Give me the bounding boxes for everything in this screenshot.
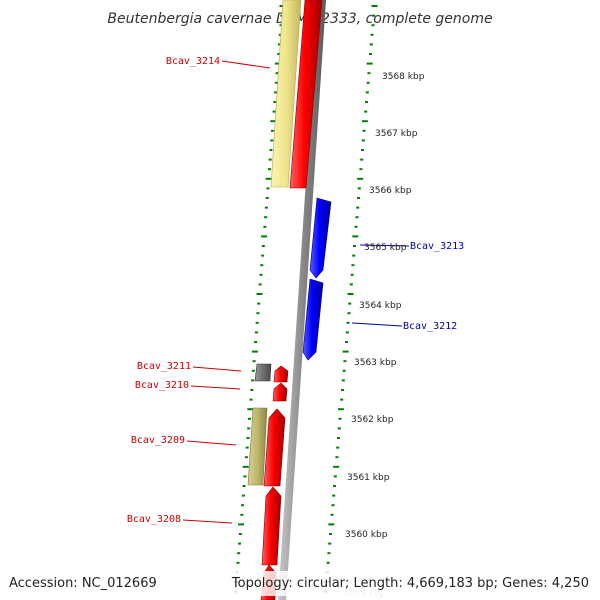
kbp-scale: 3568 kbp 3567 kbp 3566 kbp 3565 kbp 3564… [343,72,425,598]
gene-bcav-3209 [263,408,286,487]
map-title: Beutenbergia cavernae DSM 12333, complet… [107,11,492,27]
label-bcav-3209[interactable]: Bcav_3209 [131,435,237,446]
label-bcav-3208-leader [182,519,233,524]
label-bcav-3210[interactable]: Bcav_3210 [135,380,241,391]
gc-track-left [233,5,286,593]
kbp-label-3567: 3567 kbp [375,129,418,139]
kbp-label-3566: 3566 kbp [369,186,412,196]
label-bcav-3212-text: Bcav_3212 [403,321,457,332]
gene-bcav-3213 [309,197,332,279]
gene-bcav-3208 [261,486,282,566]
label-bcav-3214[interactable]: Bcav_3214 [166,56,271,69]
gene-bcav-3209-cds [247,407,268,486]
gene-bcav-3211 [254,363,272,382]
label-bcav-3209-leader [186,440,237,446]
kbp-label-3562: 3562 kbp [351,415,394,425]
gene-bcav-3214 [289,0,323,189]
label-bcav-3214-leader [221,60,271,69]
kbp-label-3568: 3568 kbp [382,72,425,82]
label-bcav-3211-text: Bcav_3211 [137,361,191,372]
gene-bcav-3212 [302,278,324,361]
label-bcav-3212-leader [351,322,403,327]
genome-backbone [278,0,326,600]
kbp-label-3563: 3563 kbp [354,358,397,368]
gene-bcav-3210 [272,382,288,402]
label-bcav-3209-text: Bcav_3209 [131,435,185,446]
label-bcav-3210-text: Bcav_3210 [135,380,189,391]
label-bcav-3213-leader [359,244,410,247]
footer-backdrop [0,571,600,596]
topology-text: Topology: circular; Length: 4,669,183 bp… [231,576,589,591]
gc-track-right [323,5,378,593]
gene-bcav-3214-cds [270,0,302,188]
label-bcav-3208-text: Bcav_3208 [127,514,181,525]
label-bcav-3214-text: Bcav_3214 [166,56,220,67]
label-bcav-3213[interactable]: Bcav_3213 [359,241,464,252]
label-bcav-3213-text: Bcav_3213 [410,241,464,252]
kbp-label-3561: 3561 kbp [347,473,390,483]
label-bcav-3208[interactable]: Bcav_3208 [127,514,233,525]
kbp-label-3565: 3565 kbp [364,243,407,253]
label-bcav-3210-leader [190,385,241,390]
label-bcav-3211[interactable]: Bcav_3211 [137,361,242,372]
accession-text: Accession: NC_012669 [9,576,157,591]
kbp-label-3560: 3560 kbp [345,530,388,540]
gene-bcav-3210-a [273,365,289,383]
label-bcav-3211-leader [192,366,242,372]
label-bcav-3212[interactable]: Bcav_3212 [351,321,457,332]
kbp-label-3564: 3564 kbp [359,301,402,311]
